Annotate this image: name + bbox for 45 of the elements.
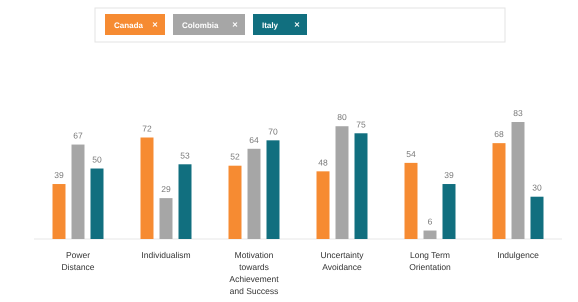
bar	[316, 171, 330, 239]
bar	[404, 162, 418, 239]
bar	[140, 138, 154, 239]
data-label: 64	[249, 134, 259, 145]
data-label: 39	[54, 170, 64, 180]
data-label: 67	[73, 130, 83, 141]
bar	[492, 143, 506, 239]
data-label: 75	[356, 119, 366, 130]
x-tick-label: Motivation towards Achievement and Success	[229, 250, 280, 296]
data-label: 39	[444, 170, 454, 180]
data-label: 80	[337, 112, 347, 122]
data-label: 72	[142, 124, 152, 134]
bar	[530, 196, 544, 239]
bar	[52, 184, 66, 239]
bar	[178, 164, 192, 239]
text: Canada	[114, 21, 144, 30]
bar	[424, 230, 436, 239]
bar	[266, 140, 280, 239]
text: Colombia	[182, 21, 219, 30]
data-label: 29	[161, 184, 171, 194]
data-label: 68	[494, 129, 504, 140]
x-tick-label: Indulgence	[497, 250, 540, 260]
bar	[442, 184, 456, 239]
data-label: 6	[428, 216, 433, 227]
data-label: 50	[92, 154, 102, 165]
data-label: 54	[406, 148, 416, 159]
bar	[160, 198, 172, 239]
bar	[90, 168, 104, 239]
bar	[336, 126, 348, 239]
bar	[354, 133, 368, 239]
data-label: 48	[318, 157, 328, 168]
text: Italy	[262, 21, 279, 30]
data-label: 53	[180, 150, 190, 160]
x-tick-label: Uncertainty Avoidance	[320, 250, 364, 272]
data-label: 70	[268, 126, 278, 136]
x-tick-label: Power Distance	[61, 250, 95, 272]
data-label: 30	[532, 182, 542, 193]
bar	[228, 166, 242, 239]
data-label: 52	[230, 152, 240, 162]
x-tick-label: Individualism	[141, 250, 191, 260]
x-tick-label: Long Term Orientation	[409, 250, 452, 272]
bar	[248, 148, 260, 239]
bar	[512, 122, 524, 239]
data-label: 83	[513, 108, 523, 118]
bar	[72, 144, 84, 239]
